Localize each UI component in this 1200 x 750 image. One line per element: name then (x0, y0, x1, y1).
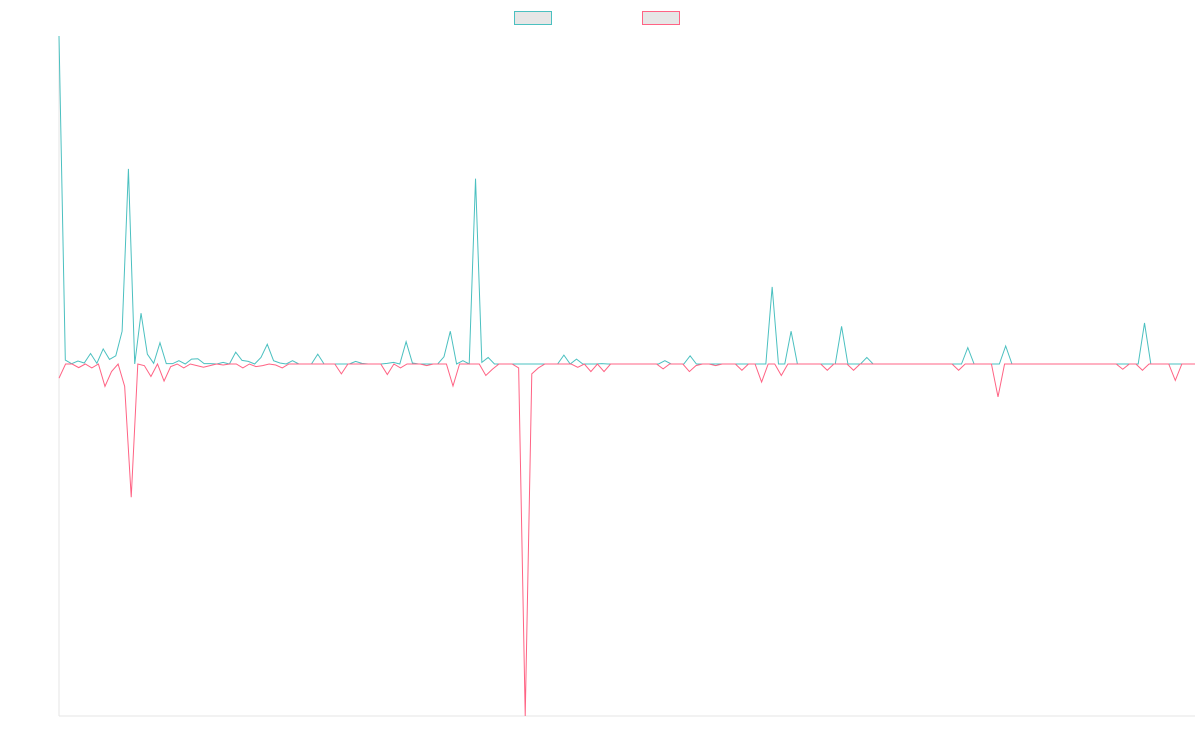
series-layer (58, 35, 1195, 717)
legend-item-series-2[interactable] (642, 11, 686, 25)
legend-swatch-series-1 (514, 11, 552, 25)
series-line-1 (58, 35, 1195, 365)
legend-item-series-1[interactable] (514, 11, 558, 25)
chart-legend (0, 0, 1200, 36)
legend-swatch-series-2 (642, 11, 680, 25)
series-line-2 (58, 362, 1195, 717)
